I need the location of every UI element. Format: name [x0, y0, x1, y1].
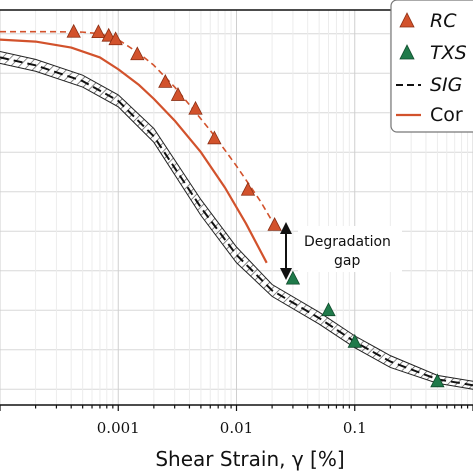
- gap-label-line-1: Degradation: [304, 234, 391, 250]
- rc-point-4: [130, 46, 145, 61]
- sig-band-lower-edge: [0, 62, 473, 390]
- series-layer: [0, 23, 473, 390]
- rc-point-7: [188, 100, 203, 115]
- legend-cor-label: Cor: [430, 104, 463, 126]
- rc-point-10: [267, 217, 282, 231]
- rc-point-1: [91, 24, 106, 39]
- legend-txs-marker: [399, 44, 415, 60]
- x-axis-title: Shear Strain, γ [%]: [155, 447, 344, 471]
- txs-point-2: [347, 333, 362, 348]
- rc-fit-dashed-line: [0, 30, 276, 226]
- gap-arrow-head-down: [280, 268, 292, 280]
- sig-dashed-line: [0, 56, 473, 387]
- rc-point-6: [170, 87, 186, 101]
- x-tick-label-2: 0.1: [343, 419, 367, 437]
- x-tick-label-1: 0.01: [220, 419, 253, 437]
- txs-point-1: [321, 302, 336, 317]
- txs-point-0: [285, 270, 301, 285]
- legend-sig-label: SIG: [430, 74, 462, 96]
- rc-point-8: [207, 130, 222, 145]
- cor-solid-line: [0, 38, 268, 264]
- rc-point-9: [240, 181, 256, 196]
- gap-arrow-head-up: [280, 222, 292, 234]
- gap-label-line-2: gap: [334, 253, 360, 269]
- legend-txs-label: TXS: [430, 42, 467, 64]
- gap-label-box: [298, 226, 402, 272]
- degradation-gap-annotation: Degradation gap: [280, 222, 402, 280]
- rc-point-3: [108, 31, 123, 46]
- legend-box: [390, 0, 473, 133]
- legend: RC TXS SIG Cor: [390, 0, 473, 133]
- legend-rc-marker: [399, 12, 415, 28]
- rc-point-5: [158, 74, 173, 88]
- txs-point-3: [430, 373, 445, 388]
- rc-point-2: [101, 27, 116, 42]
- sig-band-upper-edge: [0, 50, 473, 382]
- legend-rc-label: RC: [430, 10, 457, 32]
- x-tick-label-0: 0.001: [97, 419, 140, 437]
- rc-point-0: [66, 23, 81, 38]
- x-ticks: 0.001 0.01 0.1: [0, 405, 473, 437]
